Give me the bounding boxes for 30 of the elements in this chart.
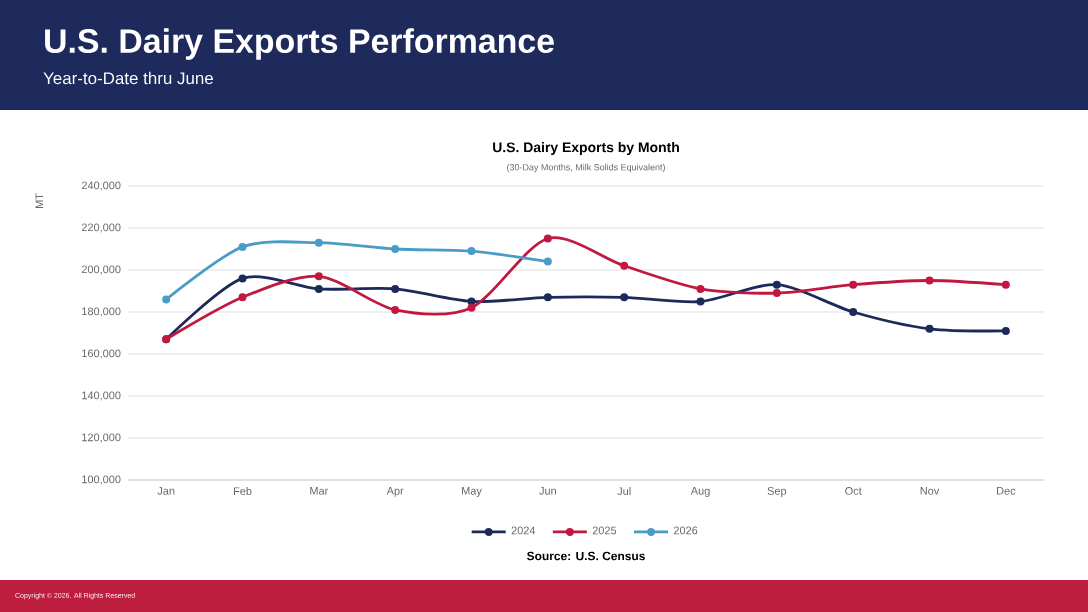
point xyxy=(391,284,400,293)
point xyxy=(772,280,781,289)
text: U.S. Dairy Exports Performance xyxy=(45,28,554,60)
point xyxy=(696,297,705,306)
point xyxy=(314,272,323,281)
point xyxy=(925,276,934,285)
point xyxy=(849,280,858,289)
point xyxy=(620,261,629,270)
point xyxy=(849,308,858,316)
point xyxy=(238,274,247,283)
point xyxy=(238,242,247,251)
point xyxy=(543,234,552,243)
point xyxy=(467,297,476,306)
point xyxy=(1001,280,1010,289)
point xyxy=(467,247,476,256)
point xyxy=(543,257,552,266)
text: Year-to-Date thru June xyxy=(43,71,213,85)
point xyxy=(772,289,781,298)
point xyxy=(314,238,323,247)
point xyxy=(467,303,476,312)
point xyxy=(925,324,934,333)
point xyxy=(238,293,247,302)
point xyxy=(620,293,629,302)
point xyxy=(314,284,323,293)
point xyxy=(391,245,400,253)
point xyxy=(391,305,400,314)
point xyxy=(543,293,552,302)
point xyxy=(162,295,171,304)
point xyxy=(696,284,705,293)
point xyxy=(1001,326,1010,335)
